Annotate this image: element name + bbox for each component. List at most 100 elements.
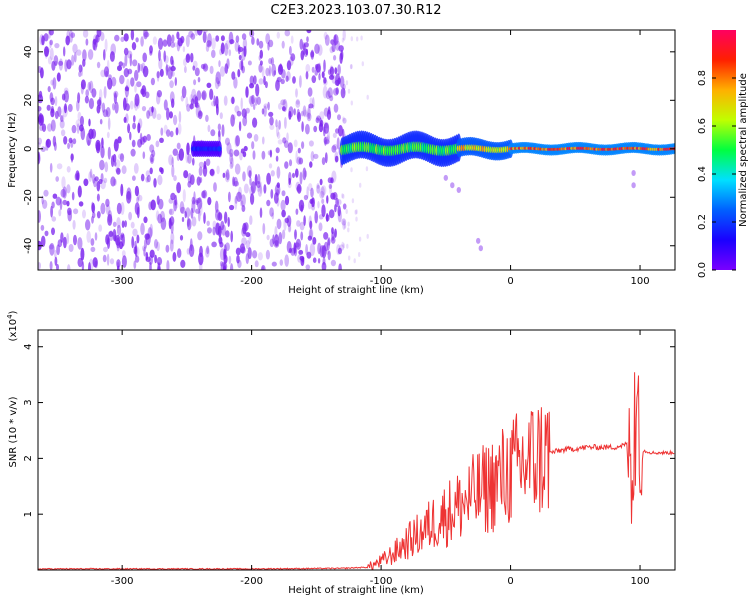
heatmap-noise-cell bbox=[360, 35, 363, 41]
y-tick-label: 20 bbox=[23, 94, 34, 107]
heatmap-noise-cell bbox=[256, 38, 260, 46]
heatmap-noise-cell bbox=[141, 106, 147, 112]
heatmap-noise-cell bbox=[197, 110, 203, 120]
heatmap-noise-cell bbox=[263, 105, 267, 117]
heatmap-noise-cell bbox=[309, 161, 313, 168]
heatmap-noise-cell bbox=[94, 232, 98, 241]
heatmap-noise-cell bbox=[113, 92, 117, 105]
heatmap-noise-cell bbox=[339, 75, 345, 88]
heatmap-noise-cell bbox=[207, 197, 212, 206]
heatmap-noise-cell bbox=[114, 159, 121, 169]
heatmap-noise-cell bbox=[111, 76, 117, 87]
heatmap-noise-cell bbox=[160, 127, 164, 136]
heatmap-noise-cell bbox=[192, 60, 198, 69]
heatmap-noise-cell bbox=[350, 36, 353, 42]
heatmap-noise-cell bbox=[334, 79, 340, 86]
heatmap-noise-cell bbox=[348, 255, 351, 261]
heatmap-noise-cell bbox=[131, 236, 135, 249]
heatmap-noise-cell bbox=[246, 132, 253, 139]
heatmap-noise-cell bbox=[123, 33, 129, 42]
heatmap-noise-cell bbox=[198, 252, 204, 266]
heatmap-noise-cell bbox=[185, 96, 189, 108]
heatmap-noise-cell bbox=[186, 142, 190, 156]
heatmap-noise-cell bbox=[270, 57, 275, 66]
heatmap-noise-cell bbox=[322, 257, 326, 265]
heatmap-noise-cell bbox=[185, 207, 191, 218]
heatmap-noise-cell bbox=[131, 42, 137, 51]
heatmap-noise-cell bbox=[47, 86, 51, 93]
heatmap-noise-cell bbox=[319, 178, 323, 186]
heatmap-noise-cell bbox=[324, 122, 329, 129]
heatmap-noise-cell bbox=[224, 211, 228, 224]
heatmap-noise-cell bbox=[240, 200, 244, 207]
heatmap-noise-cell bbox=[213, 182, 217, 192]
heatmap-noise-cell bbox=[297, 147, 301, 154]
heatmap-noise-cell bbox=[60, 129, 66, 137]
heatmap-noise-cell bbox=[231, 96, 235, 105]
heatmap-noise-cell bbox=[108, 231, 114, 237]
heatmap-noise-cell bbox=[311, 66, 315, 73]
heatmap-noise-cell bbox=[240, 97, 243, 110]
heatmap-noise-cell bbox=[118, 61, 124, 67]
heatmap-noise-cell bbox=[350, 167, 353, 173]
heatmap-noise-cell bbox=[257, 252, 263, 261]
heatmap-noise-cell bbox=[114, 101, 119, 114]
heatmap-noise-cell bbox=[142, 65, 149, 78]
heatmap-noise-cell bbox=[346, 243, 349, 249]
heatmap-noise-cell bbox=[149, 153, 155, 164]
heatmap-noise-cell bbox=[88, 128, 94, 140]
heatmap-noise-cell bbox=[125, 113, 129, 124]
heatmap-noise-cell bbox=[134, 255, 140, 263]
heatmap-faint-feature bbox=[456, 187, 461, 193]
heatmap-noise-cell bbox=[80, 115, 84, 127]
heatmap-noise-cell bbox=[190, 207, 194, 219]
heatmap-noise-cell bbox=[265, 249, 270, 260]
heatmap-noise-cell bbox=[296, 108, 300, 120]
heatmap-noise-cell bbox=[195, 104, 201, 118]
heatmap-noise-cell bbox=[108, 230, 114, 241]
heatmap-noise-cell bbox=[258, 63, 263, 73]
heatmap-noise-cell bbox=[110, 176, 116, 187]
heatmap-noise-cell bbox=[38, 117, 41, 125]
heatmap-noise-cell bbox=[280, 78, 285, 85]
heatmap-noise-cell bbox=[122, 62, 126, 69]
heatmap-noise-cell bbox=[85, 219, 91, 231]
heatmap-noise-cell bbox=[241, 65, 245, 74]
heatmap-noise-cell bbox=[136, 234, 140, 244]
colorbar-tick-label: 0.8 bbox=[697, 70, 708, 86]
heatmap-noise-cell bbox=[288, 106, 294, 118]
heatmap-noise-cell bbox=[118, 241, 124, 250]
heatmap-noise-cell bbox=[86, 230, 91, 243]
heatmap-noise-cell bbox=[197, 76, 201, 83]
heatmap-noise-cell bbox=[336, 244, 341, 255]
heatmap-noise-cell bbox=[304, 42, 309, 48]
heatmap-noise-cell bbox=[38, 106, 42, 112]
heatmap-noise-cell bbox=[233, 176, 238, 187]
heatmap-noise-cell bbox=[215, 35, 220, 42]
heatmap-noise-cell bbox=[321, 198, 325, 204]
heatmap-noise-cell bbox=[244, 112, 247, 120]
heatmap-noise-cell bbox=[186, 103, 191, 112]
heatmap-noise-cell bbox=[134, 69, 139, 82]
heatmap-noise-cell bbox=[263, 75, 266, 86]
heatmap-noise-cell bbox=[233, 180, 239, 187]
heatmap-noise-cell bbox=[117, 265, 120, 270]
heatmap-noise-cell bbox=[275, 119, 278, 128]
heatmap-noise-cell bbox=[169, 111, 173, 119]
heatmap-noise-cell bbox=[334, 228, 337, 238]
heatmap-noise-cell bbox=[134, 246, 140, 257]
heatmap-noise-cell bbox=[345, 80, 349, 86]
heatmap-noise-cell bbox=[268, 163, 273, 169]
heatmap-noise-cell bbox=[251, 36, 255, 45]
heatmap-noise-cell bbox=[116, 224, 122, 236]
heatmap-noise-cell bbox=[220, 220, 225, 231]
snr-panel: -300 -200 -100 0 100 1 2 3 4 Height of straight… bbox=[6, 310, 676, 596]
heatmap-noise-cell bbox=[254, 97, 258, 106]
heatmap-noise-cell bbox=[44, 48, 48, 59]
heatmap-noise-cell bbox=[333, 103, 339, 113]
heatmap-noise-cell bbox=[145, 256, 151, 262]
heatmap-noise-cell bbox=[67, 207, 72, 216]
heatmap-noise-cell bbox=[207, 33, 212, 47]
heatmap-noise-cell bbox=[82, 209, 86, 219]
heatmap-noise-cell bbox=[335, 87, 339, 95]
